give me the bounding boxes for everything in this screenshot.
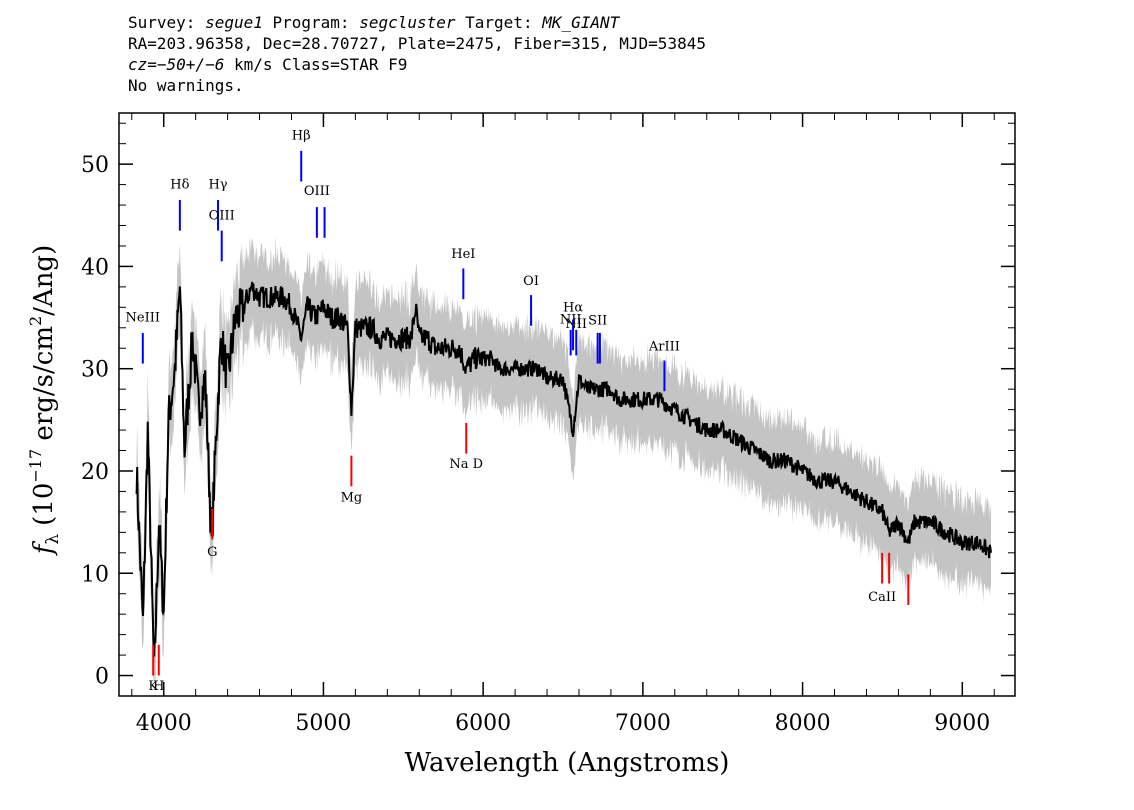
emission-label-3: OIII bbox=[209, 208, 235, 223]
y-tick-label-2: 20 bbox=[81, 460, 109, 485]
x-tick-label-2: 6000 bbox=[455, 711, 511, 736]
absorption-label-2: G bbox=[207, 545, 217, 560]
header-line-redshift: cz=−50+/−6 km/s Class=STAR F9 bbox=[128, 54, 706, 75]
x-tick-label-3: 7000 bbox=[615, 711, 671, 736]
program-value: segcluster bbox=[359, 13, 456, 32]
spectrum-header: Survey: segue1 Program: segcluster Targe… bbox=[128, 12, 706, 96]
redshift-value: cz=−50+/−6 bbox=[128, 55, 225, 74]
plot-frame bbox=[118, 112, 1016, 697]
emission-label-14: ArIII bbox=[648, 339, 680, 354]
emission-label-1: Hδ bbox=[170, 178, 189, 193]
program-label: Program: bbox=[262, 13, 360, 32]
absorption-label-0: K bbox=[148, 679, 158, 694]
absorption-label-1: H bbox=[153, 679, 164, 694]
flux-series bbox=[135, 281, 992, 657]
emission-label-12: SII bbox=[588, 314, 607, 329]
y-tick-label-3: 30 bbox=[81, 358, 109, 383]
header-line-warnings: No warnings. bbox=[128, 76, 244, 95]
absorption-label-3: Mg bbox=[341, 491, 363, 506]
absorption-label-5: CaII bbox=[868, 590, 896, 605]
redshift-class: km/s Class=STAR F9 bbox=[224, 55, 408, 74]
survey-label: Survey: bbox=[128, 13, 206, 32]
y-title-post: /Ang) bbox=[29, 245, 59, 316]
flux-error-band bbox=[136, 235, 992, 693]
target-label: Target: bbox=[455, 13, 543, 32]
emission-label-5: OIII bbox=[304, 184, 330, 199]
emission-label-8: OI bbox=[523, 274, 539, 289]
header-line-survey: Survey: segue1 Program: segcluster Targe… bbox=[128, 12, 706, 33]
emission-label-9: NII bbox=[560, 313, 582, 328]
emission-label-7: HeI bbox=[451, 247, 475, 262]
flux-line bbox=[135, 281, 992, 657]
y-axis-title: fλ(10−17 erg/s/cm2/Ang) bbox=[26, 245, 63, 556]
header-line-coordinates: RA=203.96358, Dec=28.70727, Plate=2475, … bbox=[128, 34, 706, 53]
y-title-exp2: 2 bbox=[26, 316, 45, 326]
emission-label-10: Hα bbox=[563, 300, 583, 315]
y-title-mid: erg/s/cm bbox=[29, 326, 59, 449]
error-band-area bbox=[136, 235, 992, 693]
x-tick-label-0: 4000 bbox=[136, 711, 192, 736]
x-tick-label-1: 5000 bbox=[295, 711, 351, 736]
y-title-pre: (10 bbox=[29, 483, 59, 526]
y-title-exp1: −17 bbox=[26, 449, 45, 483]
y-tick-label-0: 0 bbox=[95, 665, 109, 690]
y-title-sub: λ bbox=[43, 534, 63, 545]
survey-value: segue1 bbox=[205, 13, 263, 32]
y-tick-label-5: 50 bbox=[81, 153, 109, 178]
absorption-label-4: Na D bbox=[449, 457, 483, 472]
emission-label-4: Hβ bbox=[292, 129, 311, 144]
axis-ticks: 4000 5000 6000 7000 8000 9000 0 10 20 30 40 50 bbox=[81, 113, 1015, 736]
emission-label-11: NII bbox=[565, 317, 587, 332]
emission-label-0: NeIII bbox=[126, 311, 160, 326]
y-tick-label-4: 40 bbox=[81, 255, 109, 280]
y-tick-label-1: 10 bbox=[81, 562, 109, 587]
x-axis-title: Wavelength (Angstroms) bbox=[405, 748, 730, 778]
target-value: MK_GIANT bbox=[542, 13, 620, 32]
emission-label-2: Hγ bbox=[208, 178, 227, 193]
x-tick-label-5: 9000 bbox=[934, 711, 990, 736]
x-tick-label-4: 8000 bbox=[775, 711, 831, 736]
